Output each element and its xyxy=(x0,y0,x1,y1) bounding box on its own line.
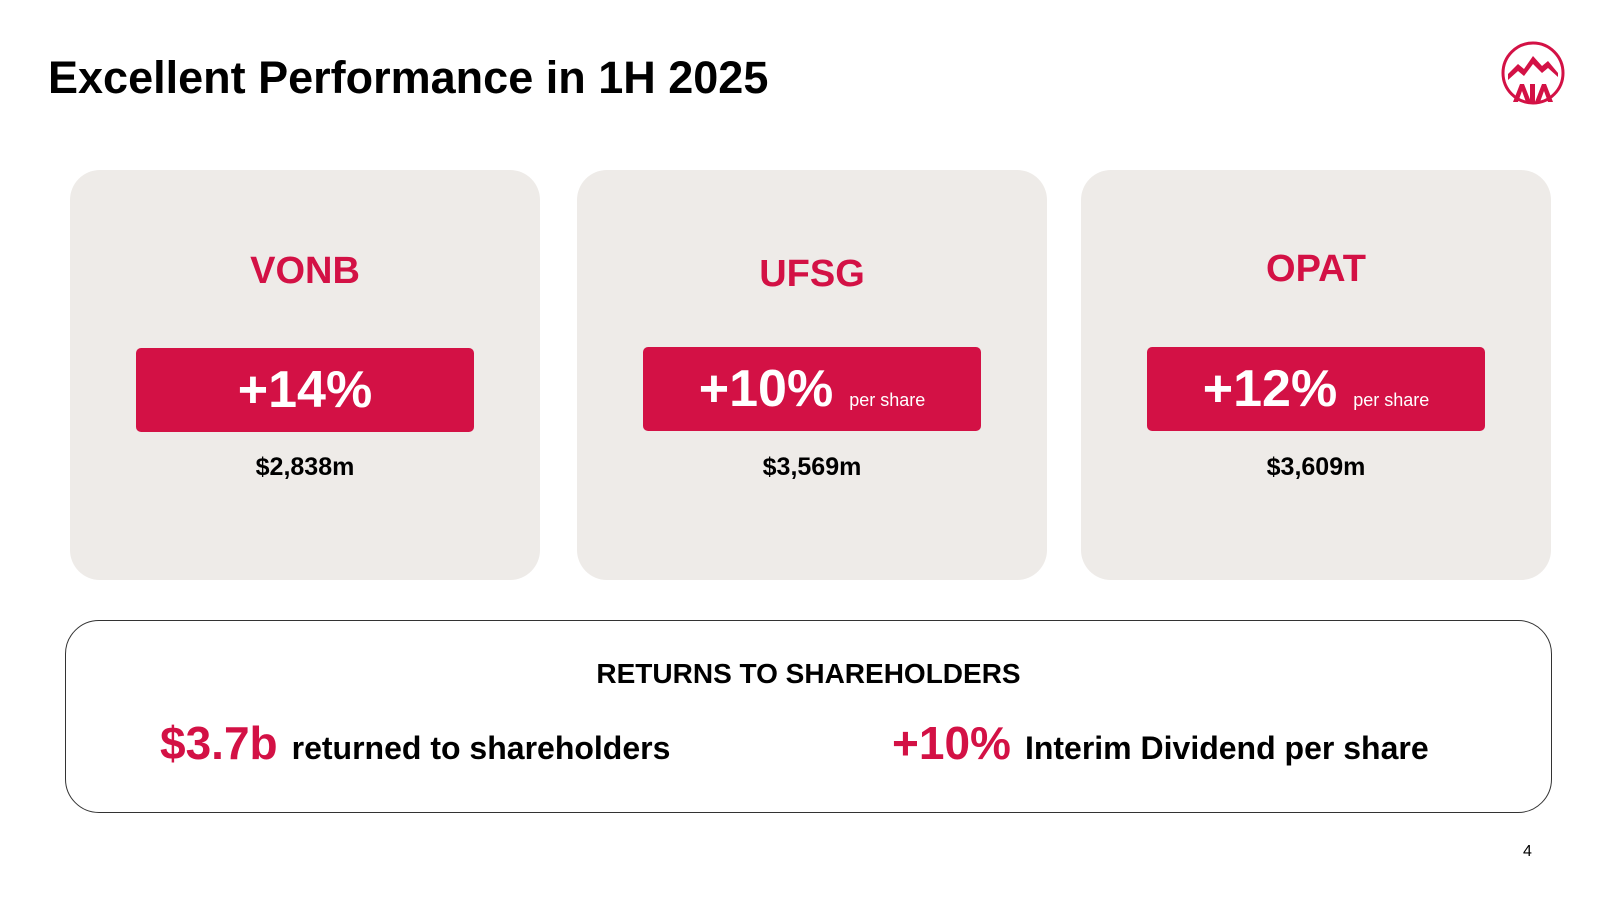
metric-growth-value: +12% xyxy=(1202,360,1338,418)
metric-highlight-bar: +10% per share xyxy=(643,347,981,431)
metric-growth-value: +10% xyxy=(698,360,834,418)
slide-title: Excellent Performance in 1H 2025 xyxy=(48,52,769,103)
returns-to-shareholders-panel: RETURNS TO SHAREHOLDERS $3.7b returned t… xyxy=(65,620,1552,813)
returns-item-dividend: +10% Interim Dividend per share xyxy=(892,716,1429,770)
card-label: OPAT xyxy=(1266,248,1366,290)
card-label: UFSG xyxy=(759,253,865,295)
card-label: VONB xyxy=(250,250,360,292)
returns-text: Interim Dividend per share xyxy=(1024,730,1429,766)
aia-logo-icon xyxy=(1501,41,1565,105)
metric-card-opat: OPAT +12% per share $3,609m xyxy=(1081,170,1551,580)
metric-highlight-bar: +12% per share xyxy=(1147,347,1485,431)
returns-heading: RETURNS TO SHAREHOLDERS xyxy=(596,658,1021,689)
card-amount: $3,569m xyxy=(762,453,862,481)
metric-suffix: per share xyxy=(849,390,926,410)
returns-value: $3.7b xyxy=(160,717,278,769)
returns-text: returned to shareholders xyxy=(291,730,671,766)
metric-card-ufsg: UFSG +10% per share $3,569m xyxy=(577,170,1047,580)
card-amount: $2,838m xyxy=(255,453,355,481)
metric-suffix: per share xyxy=(1353,390,1430,410)
card-amount: $3,609m xyxy=(1266,453,1366,481)
returns-value: +10% xyxy=(892,717,1011,769)
returns-item-capital: $3.7b returned to shareholders xyxy=(160,716,670,770)
metric-highlight-bar: +14% xyxy=(136,348,474,432)
metric-card-vonb: VONB +14% $2,838m xyxy=(70,170,540,580)
page-number: 4 xyxy=(1523,843,1532,860)
metric-growth-value: +14% xyxy=(237,361,373,419)
